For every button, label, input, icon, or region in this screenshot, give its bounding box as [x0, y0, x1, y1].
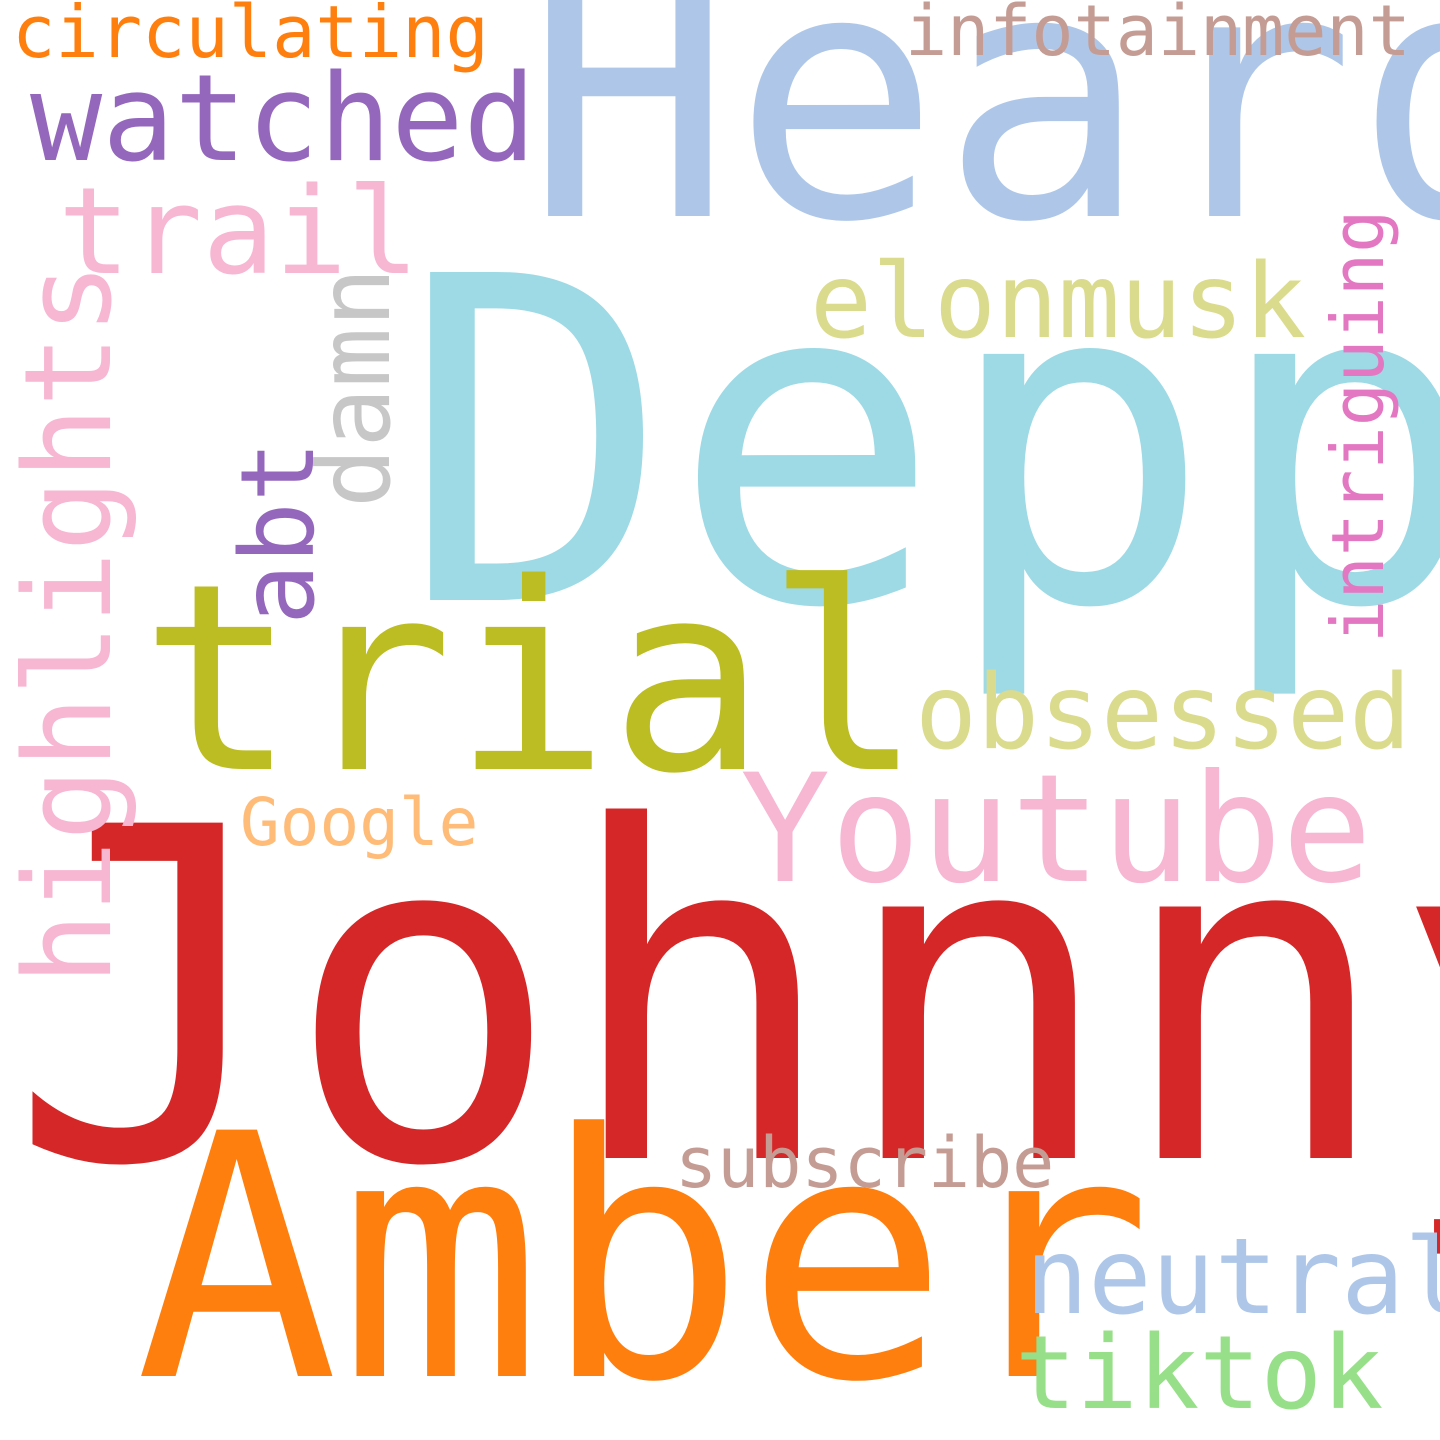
word-subscribe: subscribe	[675, 1122, 1055, 1204]
word-heard: Heard	[525, 0, 1440, 298]
word-highlights: highlights	[0, 262, 139, 985]
word-amber: Amber	[135, 1062, 1153, 1440]
word-johnny: Johnny	[8, 732, 1440, 1267]
word-tiktok: tiktok	[1015, 1314, 1384, 1433]
word-circulating: circulating	[12, 0, 489, 74]
word-intriguing: intriguing	[1316, 209, 1400, 643]
word-infotainment: infotainment	[905, 0, 1411, 72]
word-trail: trail	[58, 163, 420, 302]
word-trial: trial	[140, 529, 923, 831]
word-obsessed: obsessed	[915, 653, 1412, 773]
word-google: Google	[240, 784, 479, 861]
word-damn: damn	[296, 267, 413, 508]
word-elonmusk: elonmusk	[810, 242, 1307, 362]
word-youtube: Youtube	[740, 743, 1373, 917]
word-watched: watched	[30, 50, 536, 189]
word-neutral: neutral	[1025, 1216, 1440, 1338]
word-depp: Depp	[400, 183, 1440, 707]
